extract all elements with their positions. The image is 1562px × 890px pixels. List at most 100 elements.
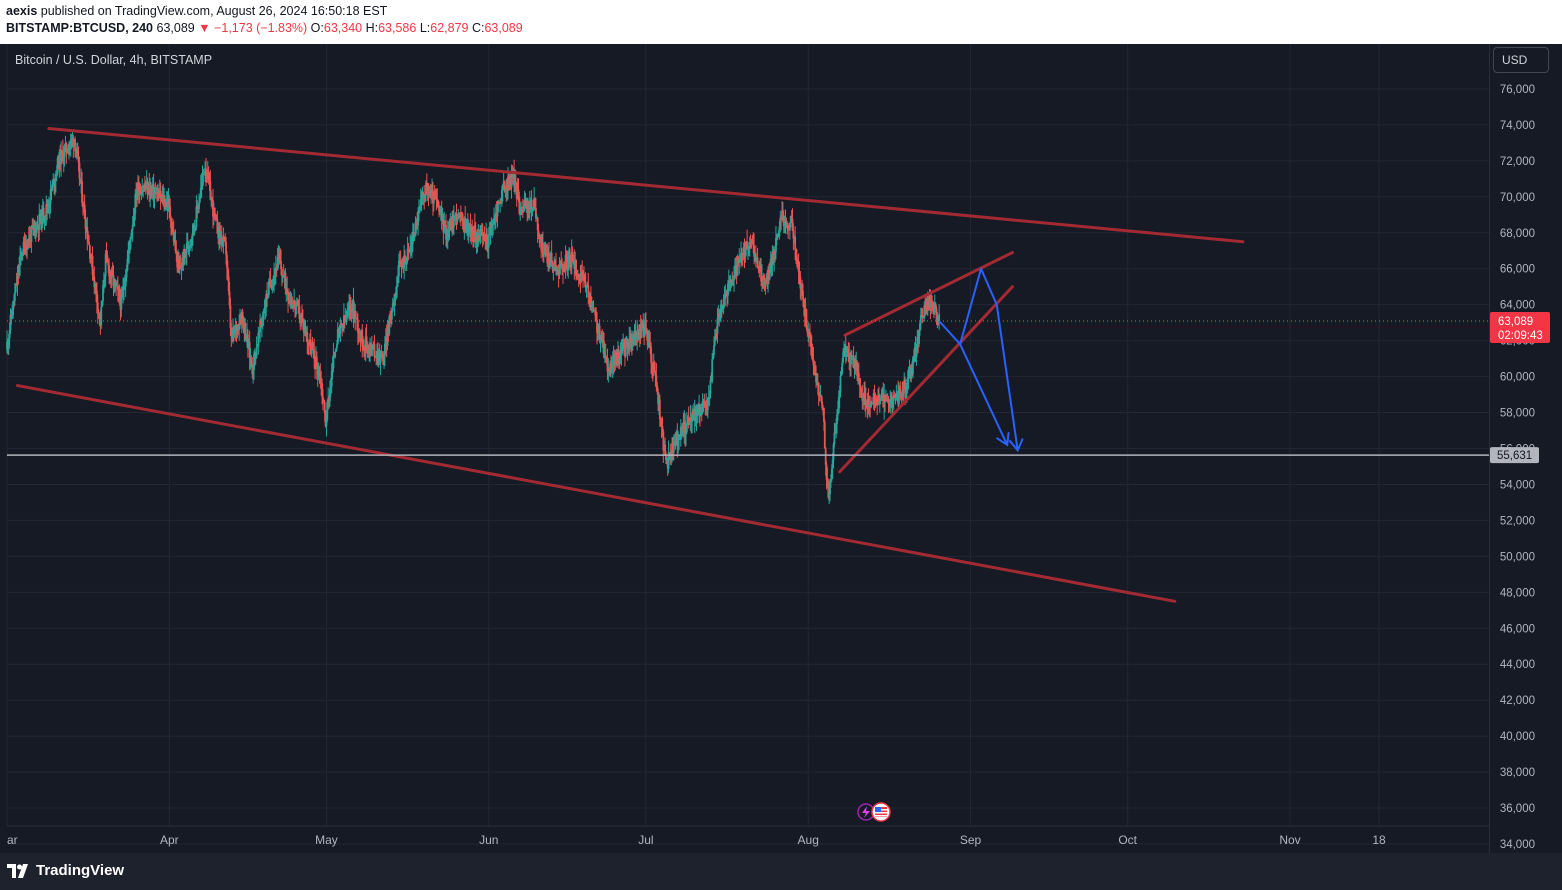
tradingview-logo[interactable]: TradingView bbox=[7, 862, 124, 879]
candle-down bbox=[856, 361, 858, 377]
x-tick-label: May bbox=[315, 833, 338, 847]
candle-up bbox=[103, 276, 106, 285]
candle-up bbox=[430, 190, 433, 195]
candle-up bbox=[125, 270, 128, 278]
candle-down bbox=[322, 399, 325, 403]
candle-up bbox=[777, 236, 780, 238]
currency-button[interactable]: USD bbox=[1493, 47, 1549, 73]
candle-down bbox=[399, 260, 402, 265]
candle-up bbox=[70, 139, 73, 141]
candle-down bbox=[884, 395, 886, 401]
candle-up bbox=[519, 213, 522, 215]
candle-up bbox=[621, 347, 624, 354]
candle-up bbox=[195, 206, 198, 227]
candle-down bbox=[815, 375, 817, 383]
candle-down bbox=[875, 399, 878, 405]
candle-up bbox=[711, 359, 714, 382]
candle-down bbox=[164, 198, 166, 207]
candle-up bbox=[611, 363, 614, 366]
trendline bbox=[838, 285, 1014, 474]
candle-up bbox=[740, 252, 742, 258]
candle-up bbox=[335, 348, 337, 352]
candle-up bbox=[222, 236, 225, 242]
candle-down bbox=[444, 220, 447, 226]
candle-down bbox=[207, 171, 210, 181]
candle-down bbox=[215, 217, 218, 220]
level-price-tag bbox=[1490, 447, 1539, 464]
candle-down bbox=[33, 225, 35, 228]
candle-down bbox=[600, 336, 603, 340]
published-text: published on TradingView.com, August 26,… bbox=[40, 4, 388, 18]
candle-down bbox=[796, 262, 799, 265]
candle-up bbox=[912, 357, 914, 375]
candle-up bbox=[256, 346, 259, 348]
candle-up bbox=[187, 246, 190, 249]
price-tags: 63,089 02:09:43 55,631 bbox=[1490, 312, 1550, 464]
candle-down bbox=[806, 328, 809, 333]
candle-down bbox=[746, 241, 749, 250]
candle-down bbox=[718, 313, 721, 317]
candle-up bbox=[667, 452, 670, 469]
candle-down bbox=[887, 398, 890, 402]
candle-down bbox=[174, 239, 177, 251]
close-value: 63,089 bbox=[484, 21, 523, 35]
candle-down bbox=[437, 200, 440, 207]
candle-down bbox=[651, 362, 653, 367]
candle-up bbox=[102, 284, 105, 286]
candle-up bbox=[558, 267, 561, 276]
candle-down bbox=[95, 290, 98, 303]
y-tick-label: 54,000 bbox=[1500, 479, 1535, 491]
candle-up bbox=[142, 190, 145, 192]
candle-up bbox=[624, 344, 627, 357]
candle-up bbox=[713, 340, 716, 346]
candle-up bbox=[101, 301, 104, 307]
candle-up bbox=[126, 258, 129, 271]
candle-up bbox=[713, 345, 715, 355]
candle-down bbox=[791, 218, 794, 231]
candle-up bbox=[918, 330, 920, 344]
candle-up bbox=[736, 261, 739, 276]
tv-logo-icon bbox=[7, 863, 28, 878]
candle-down bbox=[517, 189, 520, 197]
price-change: −1,173 (−1.83%) bbox=[214, 21, 308, 35]
event-icons[interactable] bbox=[857, 802, 891, 822]
candle-down bbox=[175, 250, 178, 252]
candle-up bbox=[862, 396, 865, 401]
candle-down bbox=[106, 255, 109, 262]
candle-up bbox=[255, 346, 258, 358]
candle-up bbox=[919, 315, 922, 324]
candle-down bbox=[13, 301, 15, 303]
candle-up bbox=[769, 258, 772, 272]
candle-up bbox=[831, 459, 834, 469]
candle-up bbox=[391, 310, 393, 320]
candle-down bbox=[603, 341, 605, 358]
candle-up bbox=[491, 225, 494, 229]
candle-down bbox=[483, 235, 486, 240]
candle-down bbox=[823, 408, 825, 422]
candle-up bbox=[141, 190, 144, 195]
candle-down bbox=[590, 301, 593, 308]
candle-down bbox=[858, 378, 861, 387]
candle-up bbox=[919, 323, 921, 331]
candle-up bbox=[133, 213, 136, 217]
candle-down bbox=[594, 310, 597, 316]
candle-down bbox=[904, 379, 907, 394]
author-name[interactable]: aexis bbox=[6, 4, 38, 18]
candle-down bbox=[315, 357, 318, 368]
candle-up bbox=[396, 277, 399, 287]
candle-up bbox=[716, 318, 719, 335]
candle-down bbox=[192, 224, 195, 230]
candle-up bbox=[679, 436, 681, 439]
candle-up bbox=[488, 234, 491, 236]
candle-up bbox=[12, 301, 15, 316]
publish-header: aexis published on TradingView.com, Augu… bbox=[0, 0, 1562, 44]
y-tick-label: 34,000 bbox=[1500, 839, 1535, 851]
grid-lines bbox=[6, 44, 1489, 845]
candle-down bbox=[287, 294, 289, 301]
y-tick-label: 44,000 bbox=[1500, 659, 1535, 671]
candle-down bbox=[761, 276, 764, 278]
candle-up bbox=[712, 354, 714, 360]
candle-down bbox=[694, 408, 697, 421]
candle-down bbox=[429, 194, 432, 196]
